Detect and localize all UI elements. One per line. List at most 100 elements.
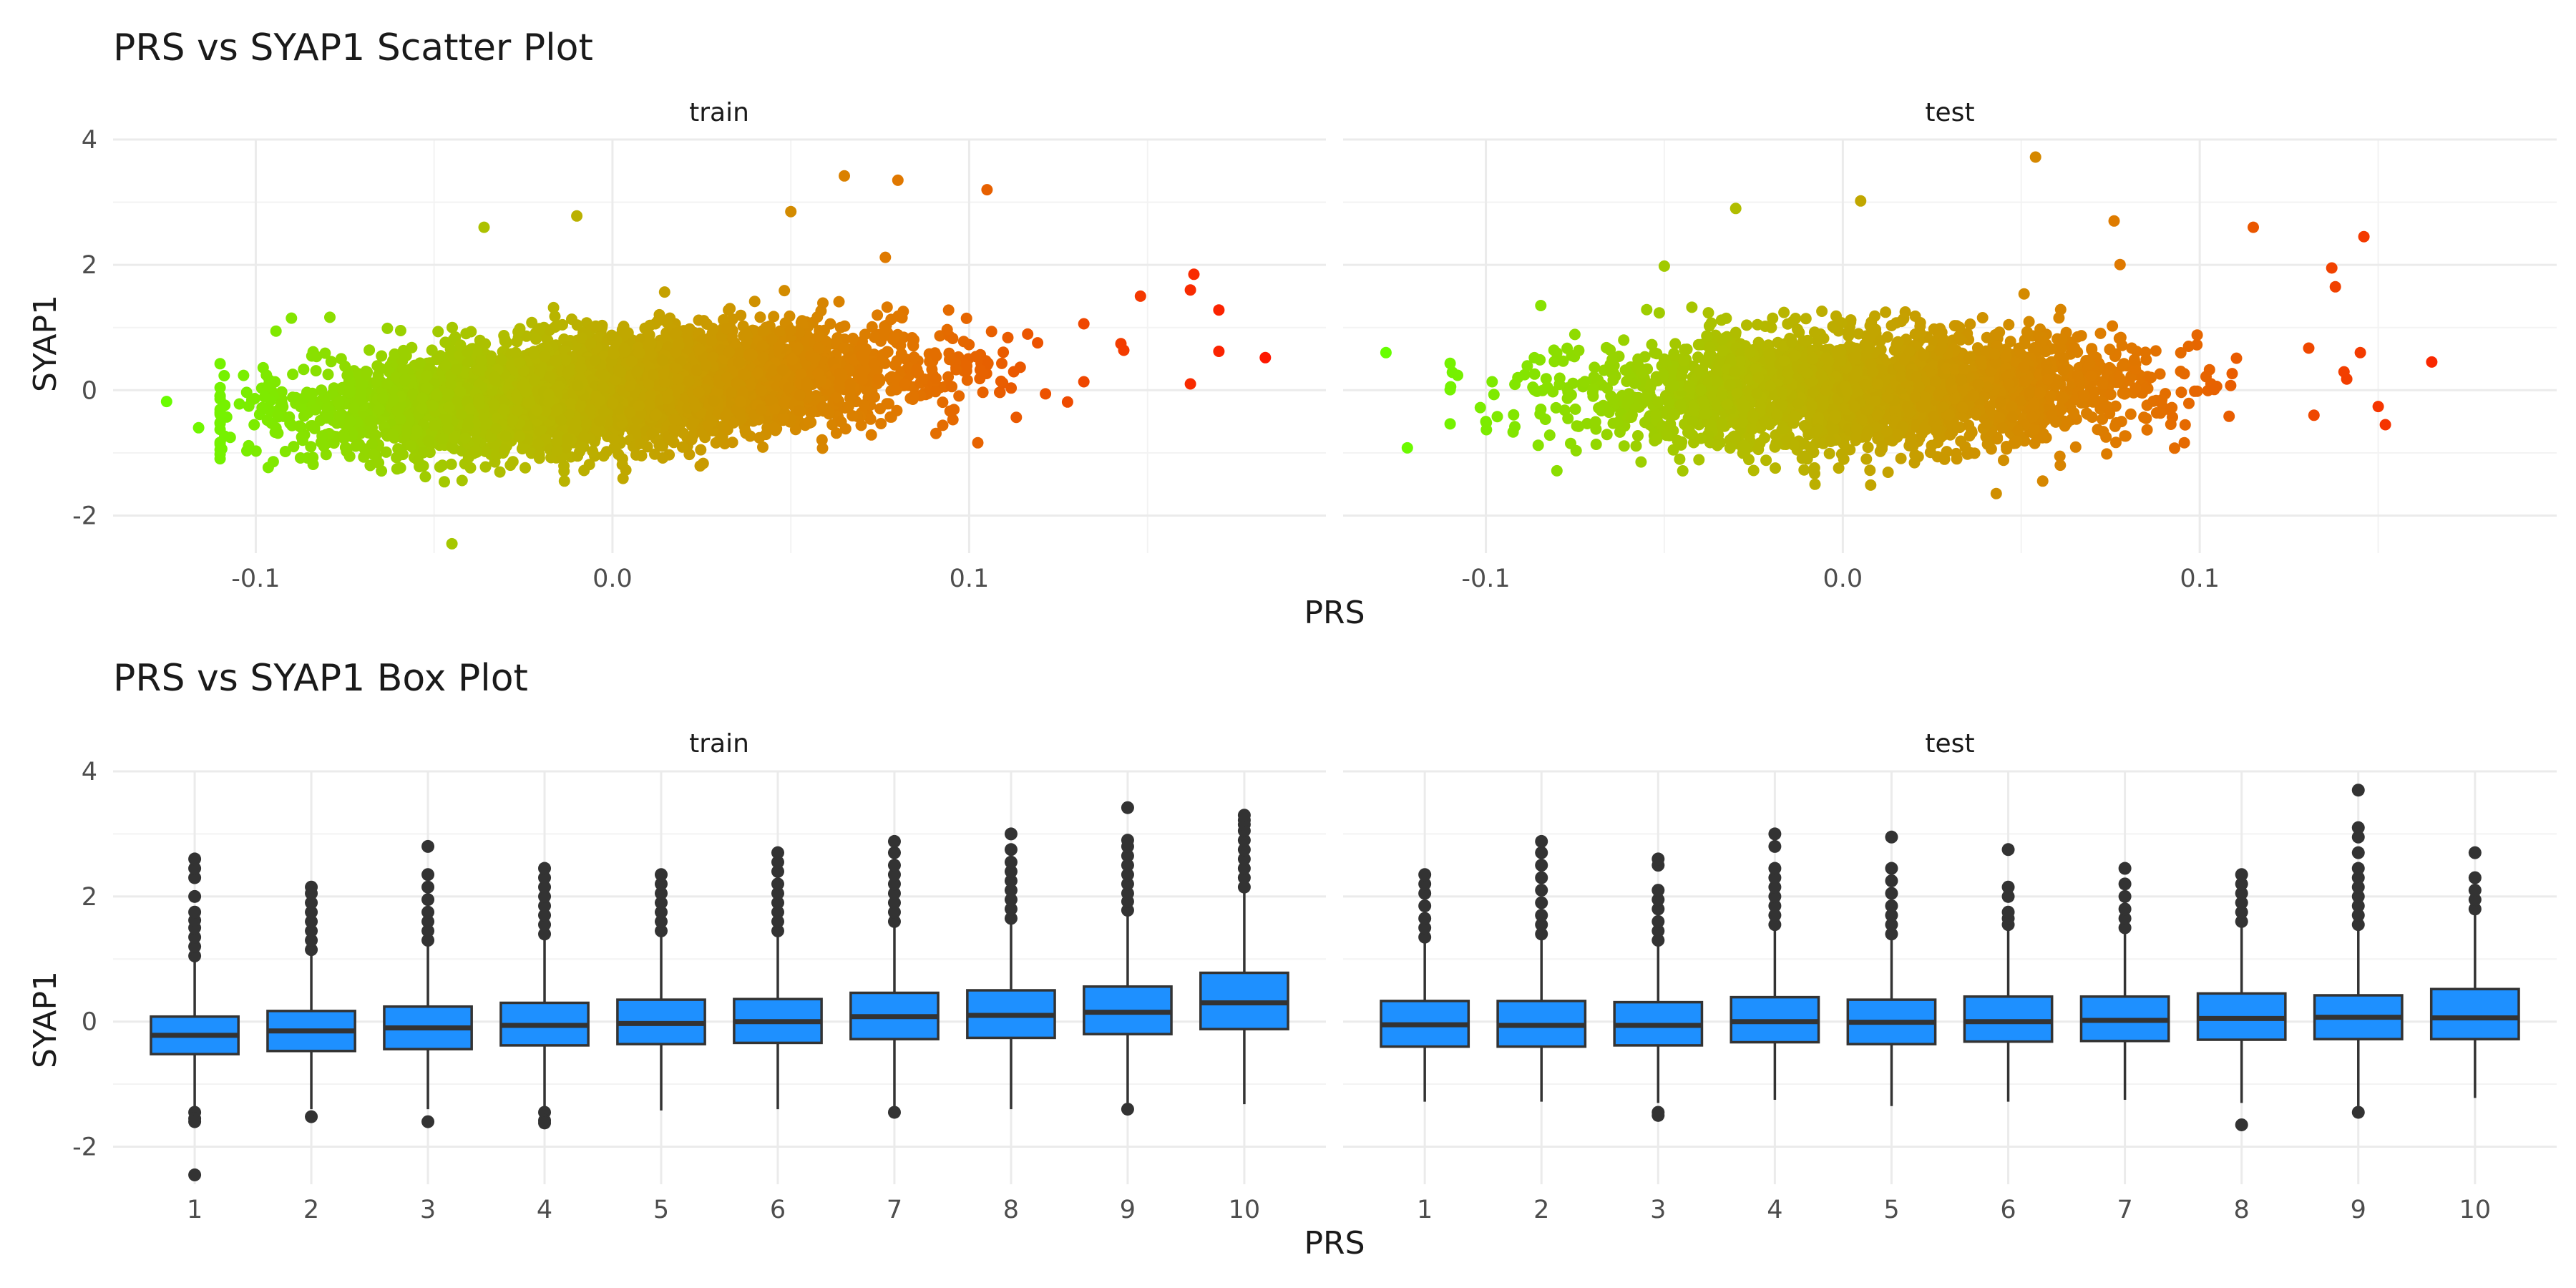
scatter-point: [608, 434, 620, 446]
scatter-point: [498, 404, 510, 416]
scatter-point: [858, 399, 870, 411]
scatter-point: [386, 429, 399, 441]
scatter-point: [950, 364, 962, 376]
scatter-point: [1040, 388, 1052, 400]
scatter-point: [333, 409, 346, 421]
scatter-point: [816, 434, 828, 446]
scatter-point: [864, 413, 877, 425]
scatter-point: [270, 325, 282, 337]
scatter-point: [683, 375, 695, 387]
scatter-point: [355, 381, 367, 393]
scatter-point: [757, 351, 769, 364]
scatter-point: [633, 346, 645, 358]
scatter-point: [364, 415, 376, 427]
scatter-point: [288, 441, 300, 453]
scatter-point: [472, 364, 484, 376]
scatter-point: [462, 419, 474, 431]
scatter-point: [805, 407, 817, 419]
scatter-point: [539, 351, 551, 362]
scatter-point: [214, 408, 226, 420]
scatter-point: [1022, 328, 1034, 340]
scatter-point: [399, 374, 411, 386]
scatter-point: [816, 442, 829, 454]
scatter-point: [499, 444, 510, 457]
scatter-point: [700, 360, 712, 372]
scatter-point: [961, 360, 973, 372]
scatter-point: [298, 364, 310, 376]
scatter-point: [977, 386, 989, 399]
scatter-point: [214, 390, 226, 402]
scatter-point: [443, 401, 455, 413]
scatter-point: [272, 409, 284, 421]
scatter-point: [835, 416, 847, 428]
scatter-point: [550, 355, 562, 366]
scatter-point: [262, 462, 274, 474]
scatter-point: [416, 402, 429, 414]
scatter-point: [533, 323, 545, 335]
scatter-point: [706, 335, 718, 347]
scatter-point: [823, 408, 835, 420]
scatter-point: [833, 296, 845, 308]
scatter-point: [529, 374, 541, 386]
scatter-point: [598, 406, 610, 418]
scatter-point: [366, 438, 378, 450]
scatter-point: [443, 388, 454, 400]
scatter-point: [401, 424, 413, 436]
scatter-point: [942, 304, 955, 316]
scatter-point: [1118, 344, 1130, 356]
scatter-point: [344, 416, 356, 428]
scatter-point: [371, 376, 383, 388]
scatter-point: [708, 395, 720, 407]
scatter-point: [464, 462, 477, 474]
scatter-point: [774, 325, 786, 337]
scatter-point: [241, 445, 253, 457]
scatter-point: [380, 446, 392, 458]
scatter-point: [287, 391, 298, 404]
scatter-point: [298, 392, 310, 404]
scatter-point: [562, 366, 575, 379]
scatter-point: [735, 396, 747, 408]
scatter-point: [585, 338, 597, 349]
scatter-point: [572, 450, 584, 462]
scatter-point: [830, 427, 842, 439]
scatter-point: [426, 344, 438, 356]
scatter-point: [360, 369, 372, 381]
scatter-point: [511, 336, 523, 348]
scatter-chart-title: PRS vs SYAP1 Scatter Plot: [113, 26, 593, 69]
scatter-point: [294, 452, 306, 464]
scatter-point: [834, 368, 846, 379]
scatter-point: [881, 346, 893, 358]
scatter-point: [883, 398, 894, 410]
scatter-facet-label-train: train: [689, 98, 749, 127]
scatter-point: [305, 441, 317, 453]
scatter-point: [513, 356, 525, 369]
scatter-point: [872, 309, 884, 321]
scatter-point: [645, 427, 658, 439]
scatter-point: [499, 430, 512, 442]
scatter-point: [575, 362, 587, 374]
scatter-point: [911, 364, 923, 376]
scatter-point: [873, 374, 884, 386]
scatter-point: [308, 422, 321, 434]
scatter-point: [272, 427, 284, 439]
scatter-point: [793, 405, 805, 417]
scatter-point: [885, 313, 897, 326]
scatter-point: [499, 333, 511, 345]
scatter-point: [445, 379, 457, 390]
scatter-point: [598, 369, 610, 381]
scatter-point: [844, 379, 856, 391]
scatter-point: [490, 423, 502, 435]
scatter-point: [343, 450, 356, 462]
scatter-point: [869, 358, 881, 370]
scatter-point: [753, 431, 766, 444]
scatter-point: [693, 343, 706, 355]
scatter-point: [333, 396, 345, 408]
scatter-facet-label-test: test: [1925, 98, 1974, 127]
scatter-point: [262, 380, 274, 392]
scatter-point: [726, 436, 738, 449]
scatter-point: [879, 329, 891, 341]
scatter-point: [741, 328, 753, 341]
scatter-point: [479, 338, 492, 350]
scatter-point: [946, 381, 958, 393]
